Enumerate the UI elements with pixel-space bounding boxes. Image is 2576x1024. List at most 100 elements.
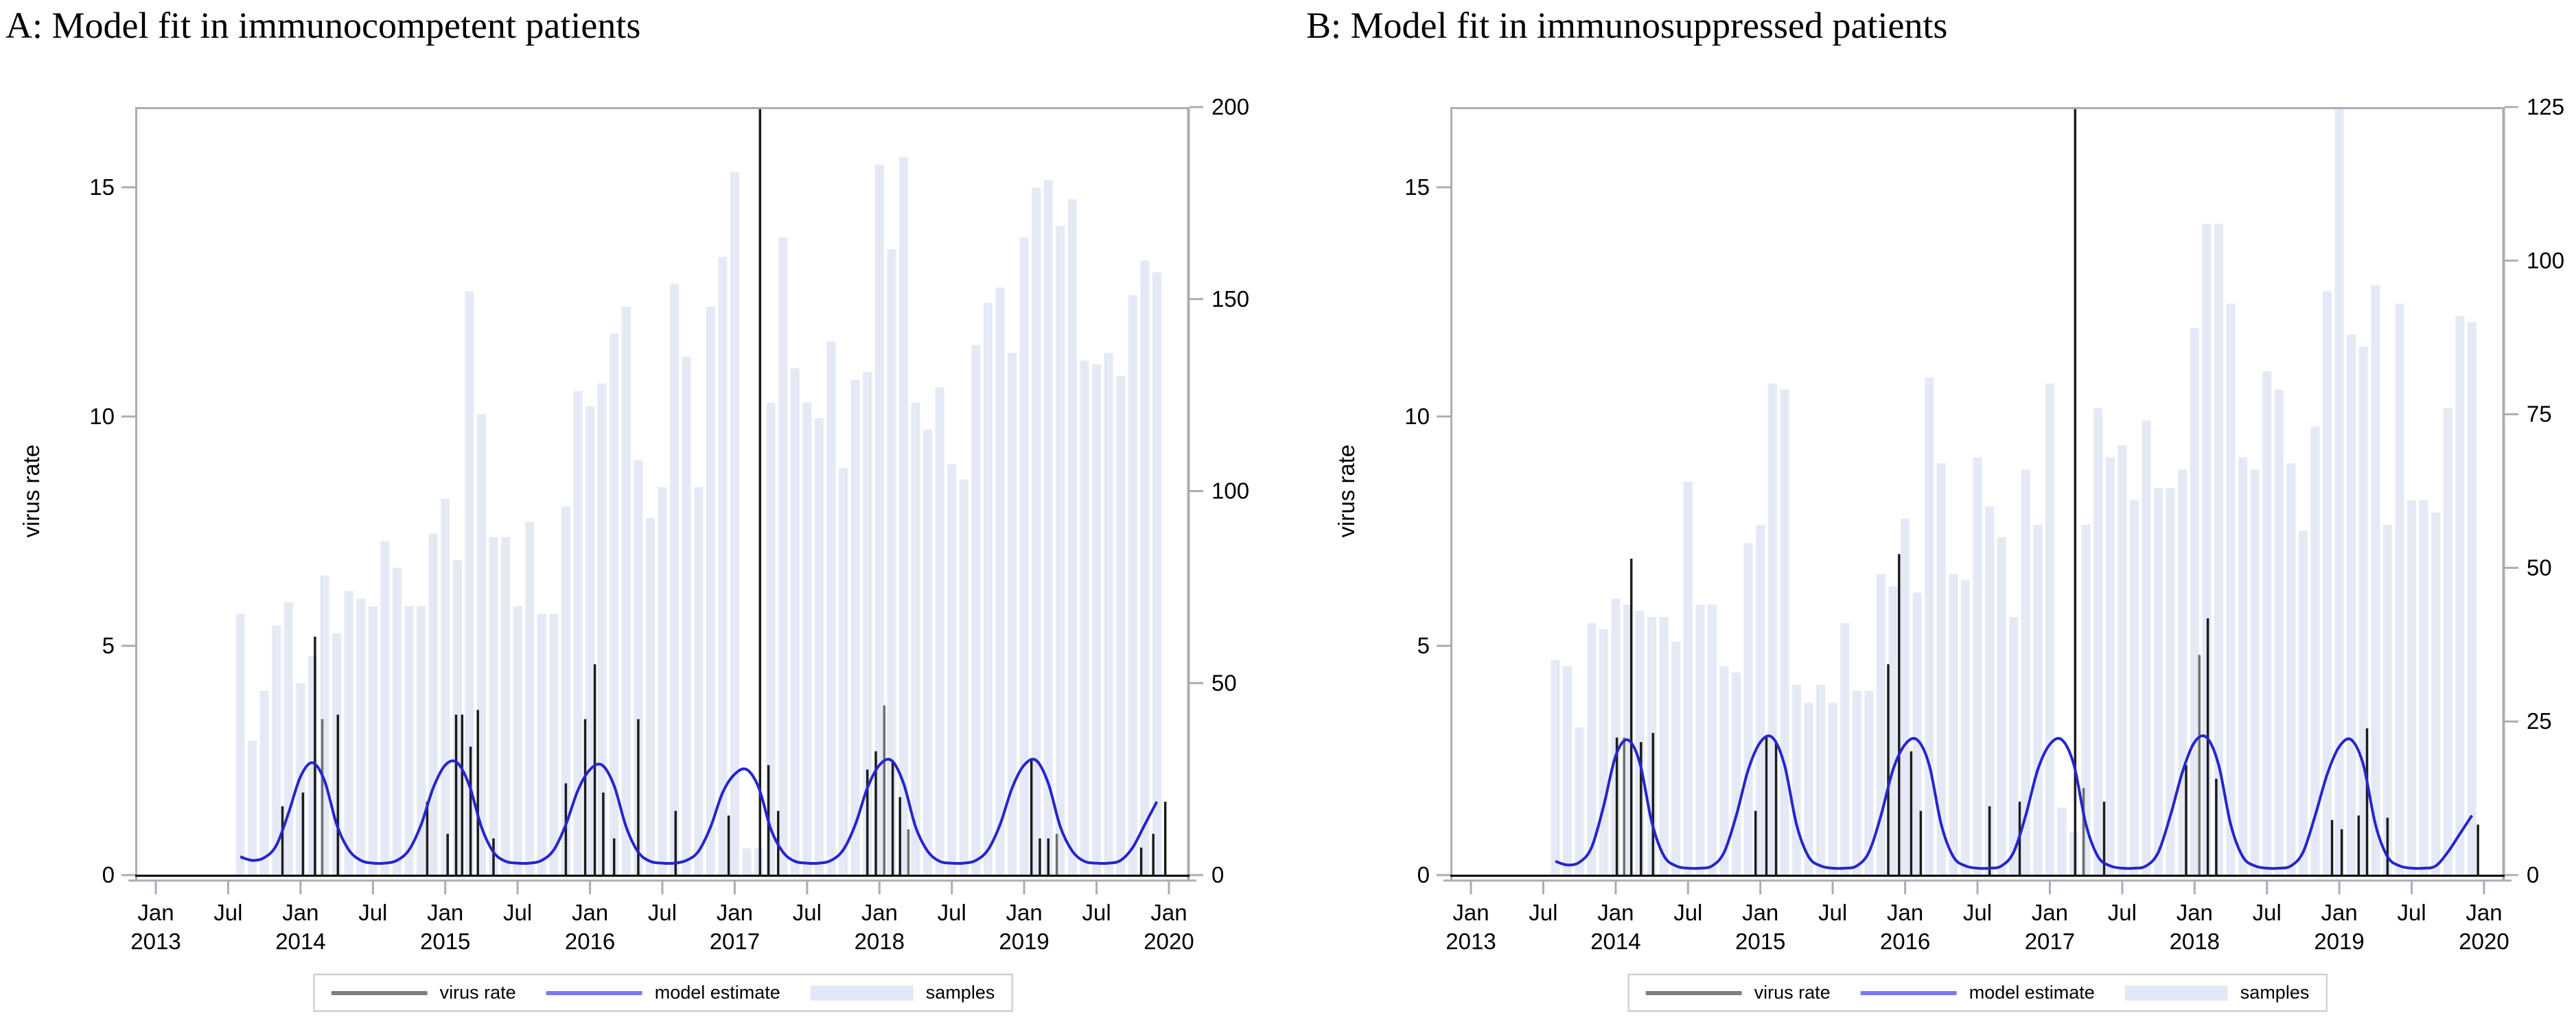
x-tick-label-month: Jan [2321, 900, 2357, 925]
sample-bar [2382, 524, 2392, 875]
sample-bar [621, 306, 631, 875]
panel-a-title: A: Model fit in immunocompetent patients [5, 5, 641, 46]
sample-bar [272, 625, 281, 875]
sample-bar [1973, 457, 1982, 875]
y-right-tick-label: 25 [2527, 708, 2552, 734]
legend-label-virus-rate: virus rate [439, 982, 516, 1003]
x-tick-label-year: 2013 [130, 929, 181, 954]
sample-bar [1019, 237, 1029, 875]
sample-bar [1587, 623, 1597, 875]
legend-panel-b: virus rate model estimate samples [1627, 973, 2328, 1012]
sample-bar [2334, 107, 2344, 875]
sample-bar [947, 464, 957, 875]
sample-bar [404, 606, 414, 876]
y-right-tick-label: 0 [1211, 862, 1224, 887]
sample-bar [1767, 383, 1777, 875]
x-axis: Jan 2013 Jul Jan 2014 Jul Jan 2015 Jul Jan 2016 Jul… [1446, 881, 2509, 954]
model-estimate-line-swatch [1860, 990, 1957, 995]
legend-label-samples: samples [2240, 982, 2310, 1003]
sample-bar [850, 380, 860, 875]
sample-bar [489, 537, 498, 875]
y-right-tick-label: 100 [1211, 478, 1249, 504]
panel-b-title: B: Model fit in immunosuppressed patient… [1306, 5, 1948, 46]
sample-bar [706, 306, 715, 875]
legend-label-virus-rate: virus rate [1754, 982, 1831, 1003]
y-right-tick-label: 0 [2527, 862, 2539, 887]
sample-bar [1575, 728, 1584, 875]
x-tick-label-month: Jan [427, 900, 463, 925]
sample-bar [1985, 506, 1995, 875]
sample-bar [1140, 260, 1150, 875]
sample-bar [525, 522, 535, 875]
x-tick-label-month: Jul [648, 900, 677, 925]
sample-bar [573, 391, 583, 875]
sample-bar [1032, 187, 1041, 875]
sample-bar [441, 498, 450, 875]
sample-bar [1960, 580, 1970, 875]
sample-bar [2274, 389, 2284, 875]
sample-bar [1949, 574, 1958, 875]
sample-bar [826, 341, 836, 875]
sample-bar [2117, 445, 2127, 875]
sample-bar [1116, 375, 1126, 876]
sample-bar [1599, 629, 1608, 875]
x-tick-label-month: Jul [2108, 900, 2137, 925]
y-left-tick-label: 15 [89, 174, 115, 200]
sample-bar [1888, 586, 1898, 875]
sample-bar [2154, 488, 2163, 875]
sample-bar [742, 848, 752, 875]
y-right-tick-label: 150 [1211, 286, 1249, 312]
x-tick-label-month: Jan [572, 900, 608, 925]
sample-bar [1683, 482, 1693, 875]
sample-bar [911, 402, 920, 875]
sample-bar [2431, 512, 2441, 875]
sample-bar [2129, 500, 2139, 875]
x-tick-label-month: Jul [1673, 900, 1702, 925]
sample-bar [658, 487, 667, 875]
x-tick-label-month: Jul [503, 900, 532, 925]
sample-bar [2310, 426, 2320, 875]
sample-bar [1732, 672, 1741, 875]
sample-bar [428, 533, 438, 875]
sample-bar [2226, 303, 2236, 875]
sample-bar [718, 257, 728, 875]
virus-rate-spikes [1615, 107, 2479, 875]
x-tick-label-month: Jan [1452, 900, 1489, 925]
sample-bar [959, 479, 968, 875]
sample-bar [2142, 420, 2151, 875]
sample-bar [1864, 690, 1874, 875]
sample-bar [2057, 807, 2067, 875]
sample-bar [1128, 295, 1137, 875]
sample-bar [874, 164, 884, 875]
y-left-tick-label: 0 [102, 862, 115, 887]
x-tick-label-month: Jan [861, 900, 898, 925]
sample-bar [1756, 524, 1765, 875]
sample-bar [2178, 469, 2188, 875]
sample-bar [1925, 377, 1934, 875]
sample-bar [2214, 224, 2223, 876]
y-left-tick-label: 5 [1417, 633, 1430, 658]
sample-bar [1707, 605, 1717, 875]
x-tick-label-year: 2017 [710, 929, 760, 954]
y-axis-left: 0 5 10 15 virus rate [19, 174, 135, 887]
sample-bar [1671, 641, 1681, 875]
sample-bar [1791, 684, 1801, 875]
panel-b-plot: Jan 2013 Jul Jan 2014 Jul Jan 2015 Jul Jan 2016 Jul… [1334, 94, 2564, 954]
sample-bar [790, 368, 800, 875]
sample-bar [887, 249, 896, 875]
x-tick-label-year: 2014 [1590, 929, 1640, 954]
x-tick-label-year: 2016 [565, 929, 615, 954]
x-tick-label-month: Jan [1006, 900, 1042, 925]
sample-bar [235, 614, 245, 875]
x-tick-label-year: 2015 [1735, 929, 1785, 954]
sample-bar [682, 356, 691, 875]
x-tick-label-year: 2015 [420, 929, 470, 954]
sample-bar [356, 598, 366, 875]
x-tick-label-month: Jul [793, 900, 822, 925]
legend-label-samples: samples [925, 982, 995, 1003]
sample-bar [1804, 703, 1813, 875]
legend-label-model-estimate: model estimate [1969, 982, 2095, 1003]
sample-bar [561, 506, 570, 875]
x-tick-label-month: Jul [1963, 900, 1992, 925]
